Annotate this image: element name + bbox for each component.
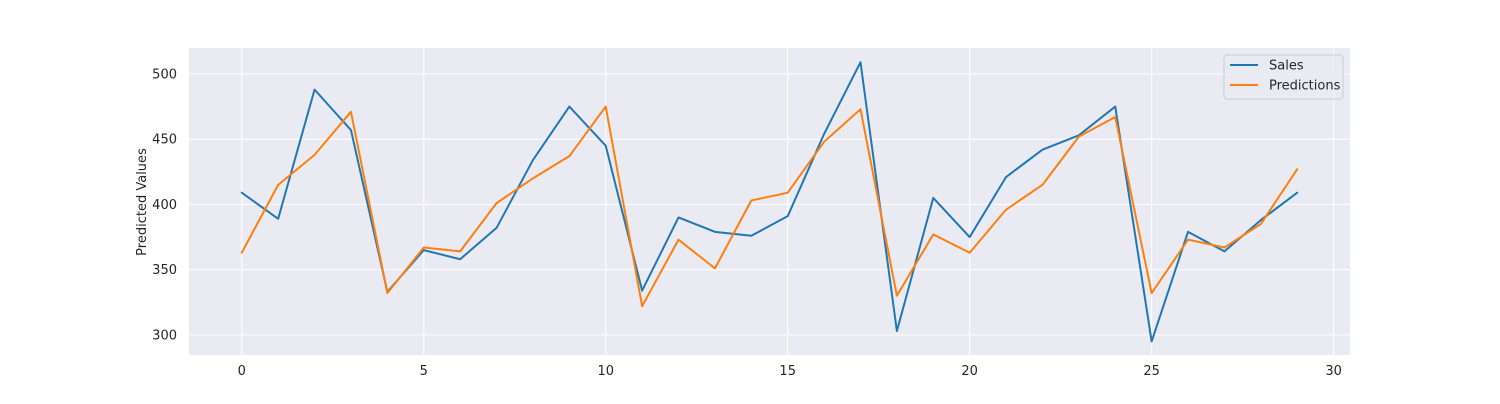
x-tick-label: 30: [1325, 364, 1342, 379]
y-tick-label: 450: [152, 133, 177, 148]
legend: Sales Predictions: [1223, 54, 1344, 100]
x-tick-label: 15: [779, 364, 796, 379]
y-tick-label: 350: [152, 263, 177, 278]
y-tick-label: 300: [152, 328, 177, 343]
y-tick-label: 400: [152, 198, 177, 213]
series-line-predictions: [240, 105, 1299, 308]
y-axis-ticks: 300 350 400 450 500: [152, 67, 177, 343]
plot-area: [189, 48, 1350, 355]
legend-label-sales: Sales: [1269, 59, 1304, 74]
y-axis-label: Predicted Values: [135, 148, 150, 256]
series-lines: [240, 61, 1299, 343]
x-tick-label: 20: [961, 364, 978, 379]
x-tick-label: 5: [420, 364, 428, 379]
legend-label-predictions: Predictions: [1269, 79, 1341, 94]
grid-lines: [189, 48, 1350, 355]
x-axis-ticks: 0 5 10 15 20 25 30: [238, 364, 1342, 379]
x-tick-label: 25: [1143, 364, 1160, 379]
y-tick-label: 500: [152, 67, 177, 82]
x-tick-label: 0: [238, 364, 246, 379]
x-tick-label: 10: [597, 364, 614, 379]
